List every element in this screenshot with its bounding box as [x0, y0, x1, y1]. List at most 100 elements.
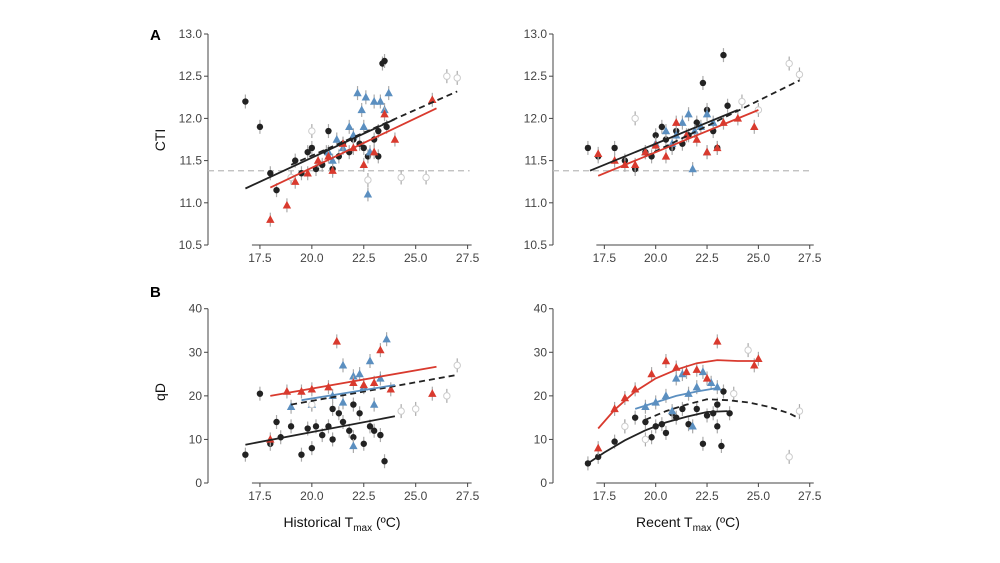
black-circle-point — [256, 390, 264, 397]
black-circle-point — [381, 458, 388, 465]
black-circle-point — [308, 444, 316, 452]
red-triangle-point — [754, 354, 763, 363]
black-circle-point — [658, 123, 666, 131]
black-circle-point — [611, 438, 618, 445]
blue-solid-fit-line — [634, 387, 718, 410]
black-dashed-fit-line — [290, 374, 458, 406]
blue-triangle-point — [369, 97, 379, 105]
black-circle-point — [298, 451, 305, 458]
blue-triangle-point — [698, 367, 708, 376]
y-tick-label: 10.5 — [524, 238, 548, 252]
red-triangle-point — [376, 345, 385, 354]
open-circle-point — [641, 435, 650, 444]
red-solid-fit-line — [597, 109, 759, 177]
x-tick-label: 22.5 — [695, 489, 719, 503]
blue-triangle-point — [702, 109, 712, 118]
black-circle-point — [242, 451, 249, 458]
black-circle-point — [611, 144, 618, 152]
blue-triangle-point — [355, 369, 364, 378]
x-tick-label: 25.0 — [747, 489, 771, 503]
blue-triangle-point — [661, 126, 671, 135]
x-axis-title-recent-sub: max — [693, 523, 712, 534]
red-solid-fit-line — [270, 365, 437, 397]
blue-triangle-point — [365, 356, 375, 365]
black-solid-fit-line — [245, 415, 396, 446]
blue-triangle-point — [667, 406, 677, 415]
black-circle-point — [329, 405, 336, 413]
x-axis-title-recent-unit: (ºC) — [712, 514, 740, 530]
red-triangle-point — [593, 149, 603, 158]
chart-cti-recent: 17.5 20.0 22.5 25.0 27.5 10.5 11.0 11.5 12.0 12.5… — [524, 27, 822, 265]
black-circle-point — [642, 418, 649, 426]
black-solid-fit-line — [589, 109, 739, 172]
black-circle-point — [267, 170, 274, 177]
x-tick-label: 27.5 — [798, 251, 822, 265]
blue-triangle-point — [359, 122, 368, 131]
black-circle-point — [242, 98, 249, 105]
red-triangle-point — [702, 147, 712, 156]
y-tick-label: 12.5 — [179, 69, 203, 83]
red-triangle-point — [692, 135, 701, 143]
open-circle-point — [744, 346, 752, 354]
blue-triangle-point — [361, 92, 371, 101]
red-triangle-point — [647, 369, 656, 378]
y-tick-label: 12.5 — [524, 69, 548, 83]
black-dashed-fit-line — [290, 90, 458, 166]
open-circle-point — [785, 453, 793, 461]
blue-triangle-point — [328, 156, 337, 164]
y-axis-title-cti: CTI — [152, 129, 168, 152]
blue-solid-fit-line — [301, 384, 396, 402]
blue-triangle-point — [345, 122, 354, 131]
red-triangle-point — [651, 140, 660, 149]
red-triangle-point — [328, 166, 337, 174]
x-tick-label: 27.5 — [456, 251, 480, 265]
red-triangle-point — [682, 367, 691, 376]
black-circle-point — [312, 423, 320, 430]
black-circle-point — [648, 434, 655, 441]
blue-triangle-point — [678, 118, 687, 126]
black-circle-point — [350, 401, 357, 408]
blue-triangle-point — [353, 88, 362, 97]
blue-triangle-point — [692, 382, 701, 391]
black-circle-point — [325, 127, 332, 135]
black-circle-point — [360, 440, 367, 447]
blue-triangle-point — [382, 334, 391, 343]
open-circle-point — [795, 407, 804, 415]
blue-triangle-point — [706, 378, 716, 386]
x-tick-label: 17.5 — [248, 251, 272, 265]
red-triangle-point — [332, 336, 341, 345]
x-tick-label: 20.0 — [300, 251, 324, 265]
x-axis-title-historical-sub: max — [353, 523, 372, 534]
red-triangle-point — [303, 168, 312, 177]
black-circle-point — [377, 431, 384, 439]
red-triangle-point — [369, 147, 379, 156]
black-circle-point — [703, 412, 711, 419]
red-triangle-point — [672, 118, 681, 126]
black-circle-point — [679, 405, 686, 413]
y-tick-label: 0 — [195, 476, 202, 490]
red-triangle-point — [593, 443, 603, 452]
red-triangle-point — [282, 200, 292, 209]
x-tick-label: 17.5 — [248, 489, 272, 503]
red-triangle-point — [713, 143, 722, 152]
black-circle-point — [699, 79, 707, 87]
red-solid-fit-line — [597, 359, 759, 430]
x-tick-label: 22.5 — [695, 251, 719, 265]
y-tick-label: 11.0 — [525, 196, 548, 210]
open-circle-point — [621, 422, 629, 431]
black-circle-point — [724, 102, 731, 109]
x-tick-label: 25.0 — [404, 489, 428, 503]
black-circle-point — [273, 186, 280, 194]
red-solid-fit-line — [269, 107, 437, 189]
open-circle-point — [411, 405, 420, 413]
blue-triangle-point — [678, 369, 687, 378]
red-triangle-point — [369, 378, 379, 386]
black-dashed-fit-line — [645, 79, 800, 158]
black-circle-point — [375, 127, 382, 135]
black-circle-point — [360, 144, 367, 152]
open-circle-point — [308, 400, 316, 409]
y-tick-label: 11.0 — [180, 196, 203, 210]
black-circle-point — [685, 420, 692, 428]
black-circle-point — [339, 418, 347, 426]
x-axis-title-historical: Historical Tmax (ºC) — [283, 514, 400, 534]
